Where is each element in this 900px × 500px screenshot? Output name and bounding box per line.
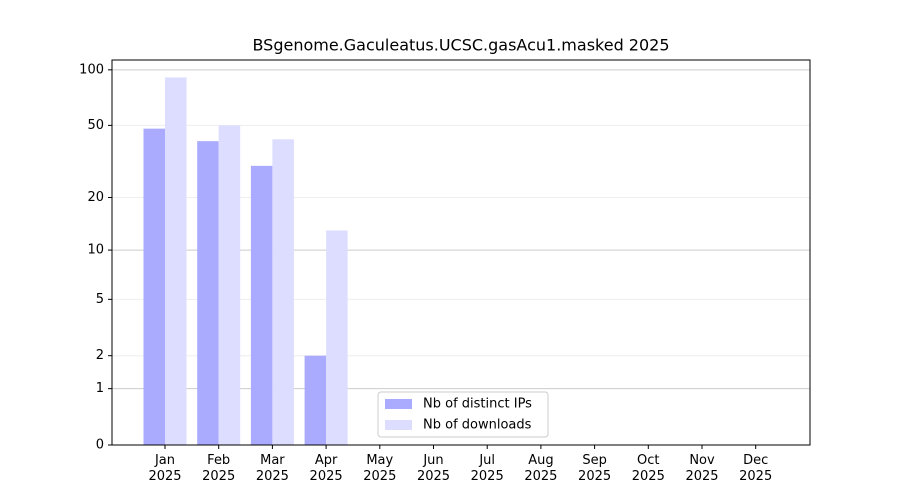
legend: Nb of distinct IPs Nb of downloads: [377, 391, 549, 438]
legend-label: Nb of downloads: [423, 418, 532, 433]
x-tick-label: Mar 2025: [255, 453, 289, 484]
x-tick-label: Feb 2025: [202, 453, 236, 484]
y-tick-label: 20: [87, 190, 104, 205]
legend-swatch: [385, 399, 412, 409]
y-tick-label: 50: [87, 118, 104, 133]
y-tick-label: 0: [96, 438, 104, 453]
bar: [197, 141, 219, 445]
x-tick-label: Nov 2025: [685, 453, 719, 484]
legend-box: [377, 391, 549, 438]
x-tick-label: May 2025: [363, 453, 397, 484]
bar: [250, 165, 273, 445]
x-tick-label: Aug 2025: [524, 453, 558, 484]
bar: [326, 230, 348, 445]
y-tick-label: 1: [96, 381, 104, 396]
x-tick-label: Apr 2025: [309, 453, 343, 484]
plot-frame: [111, 59, 811, 446]
y-tick-label: 10: [87, 243, 104, 258]
x-tick-label: Oct 2025: [631, 453, 665, 484]
bar: [304, 355, 327, 445]
bar: [218, 125, 241, 445]
x-tick-label: Sep 2025: [578, 453, 612, 484]
x-tick-label: Dec 2025: [739, 453, 773, 484]
x-tick-label: Jun 2025: [416, 453, 451, 484]
bar: [165, 77, 187, 445]
x-tick-label: Jan 2025: [148, 453, 182, 484]
chart-title: BSgenome.Gaculeatus.UCSC.gasAcu1.masked …: [252, 36, 669, 55]
legend-swatch: [385, 420, 412, 430]
legend-label: Nb of distinct IPs: [423, 397, 532, 412]
y-tick-label: 5: [96, 292, 104, 307]
y-tick-label: 100: [79, 62, 104, 77]
bar: [143, 128, 165, 446]
x-tick-label: Jul 2025: [470, 453, 504, 484]
bar: [272, 139, 294, 445]
y-tick-label: 2: [96, 348, 104, 363]
